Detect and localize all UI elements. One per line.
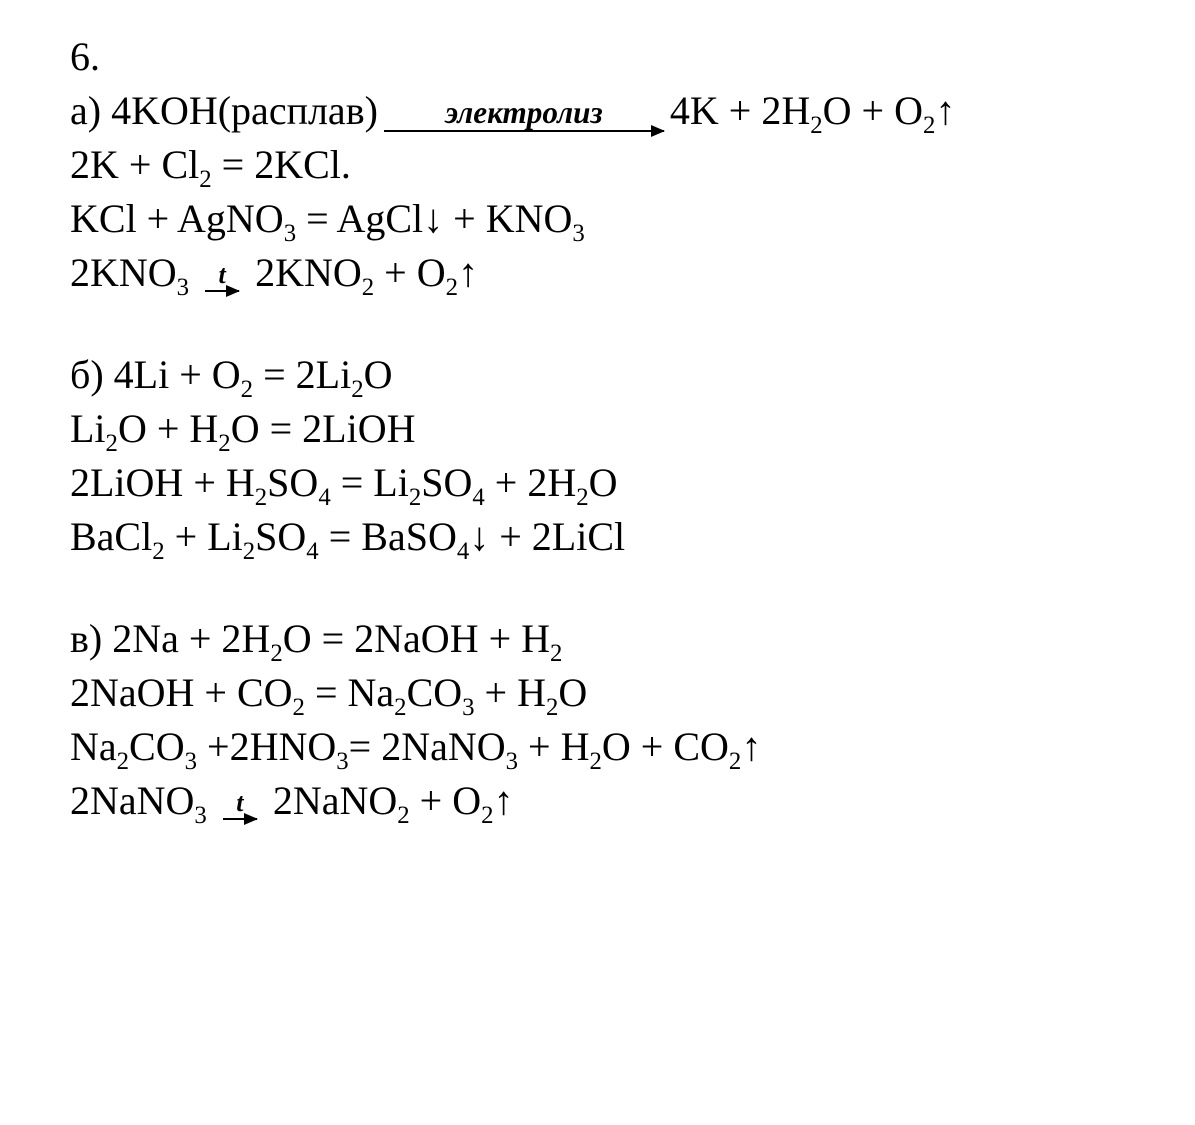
equation-line: 2NaNO3 t 2NaNO2 + O2↑: [70, 774, 1135, 828]
products: 2KNO2 + O2↑: [255, 250, 478, 295]
equation-line: a) 4KOH(расплав) электролиз 4K + 2H2O + …: [70, 84, 1135, 138]
products: 4K + 2H2O + O2↑: [670, 88, 956, 133]
equation-line: KCl + AgNO3 = AgCl↓ + KNO3: [70, 192, 1135, 246]
equation-line: Li2O + H2O = 2LiOH: [70, 402, 1135, 456]
equation-line: 2LiOH + H2SO4 = Li2SO4 + 2H2O: [70, 456, 1135, 510]
reactants: 2NaNO3: [70, 778, 207, 823]
equation: 2Na + 2H2O = 2NaOH + H2: [112, 616, 562, 661]
part-b: б) 4Li + O2 = 2Li2O Li2O + H2O = 2LiOH 2…: [70, 348, 1135, 564]
products: 2NaNO2 + O2↑: [273, 778, 514, 823]
equation-line: в) 2Na + 2H2O = 2NaOH + H2: [70, 612, 1135, 666]
equation-line: 2NaOH + CO2 = Na2CO3 + H2O: [70, 666, 1135, 720]
part-label: a): [70, 88, 101, 133]
part-label: б): [70, 352, 104, 397]
equation-line: 2KNO3 t 2KNO2 + O2↑: [70, 246, 1135, 300]
equation-line: BaCl2 + Li2SO4 = BaSO4↓ + 2LiCl: [70, 510, 1135, 564]
page: 6. a) 4KOH(расплав) электролиз 4K + 2H2O…: [0, 0, 1195, 906]
reactants: 4KOH(расплав): [111, 88, 378, 133]
electrolysis-arrow: электролиз: [384, 97, 664, 132]
equation-line: 2K + Cl2 = 2KCl.: [70, 138, 1135, 192]
part-label: в): [70, 616, 102, 661]
heat-arrow: t: [223, 790, 257, 820]
equation: 4Li + O2 = 2Li2O: [114, 352, 393, 397]
reactants: 2KNO3: [70, 250, 189, 295]
part-c: в) 2Na + 2H2O = 2NaOH + H2 2NaOH + CO2 =…: [70, 612, 1135, 828]
problem-number: 6.: [70, 30, 1135, 84]
arrow-label: электролиз: [384, 97, 664, 130]
equation-line: б) 4Li + O2 = 2Li2O: [70, 348, 1135, 402]
part-a: a) 4KOH(расплав) электролиз 4K + 2H2O + …: [70, 84, 1135, 300]
heat-arrow: t: [205, 262, 239, 292]
equation-line: Na2CO3 +2HNO3= 2NaNO3 + H2O + CO2↑: [70, 720, 1135, 774]
